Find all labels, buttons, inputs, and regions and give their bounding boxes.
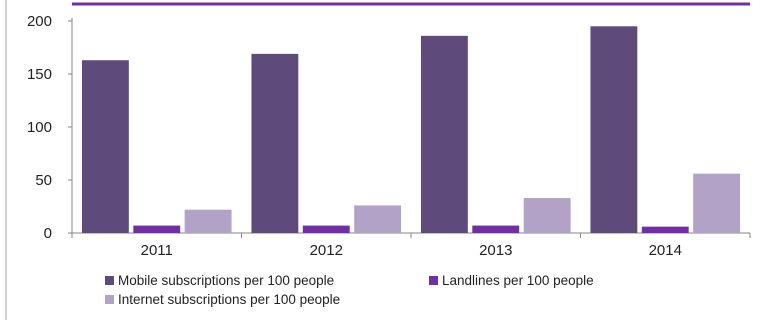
y-tick-label: 200 [27,13,52,30]
bar-mobile-2012 [251,54,298,233]
y-tick-label: 150 [27,66,52,83]
bars-group [82,26,740,233]
legend-label-internet: Internet subscriptions per 100 people [118,292,340,307]
y-tick-label: 100 [27,119,52,136]
y-axis: 0 50 100 150 200 [27,13,72,242]
bar-mobile-2013 [421,36,468,233]
legend-item-landlines: Landlines per 100 people [429,273,594,288]
legend-label-landlines: Landlines per 100 people [442,273,594,288]
bar-internet-2014 [693,174,740,233]
legend-label-mobile: Mobile subscriptions per 100 people [118,273,334,288]
bar-internet-2013 [524,198,571,233]
y-tick-label: 0 [44,225,52,242]
y-tick-label: 50 [35,172,52,189]
legend-swatch-landlines [429,276,438,285]
x-tick-label: 2011 [141,242,173,259]
legend-swatch-mobile [105,276,114,285]
x-tick-label: 2012 [310,242,343,259]
bar-landlines-2011 [133,226,180,233]
legend-item-internet: Internet subscriptions per 100 people [105,292,340,307]
bar-mobile-2014 [590,26,637,233]
bar-mobile-2011 [82,60,129,233]
bar-landlines-2012 [303,226,350,233]
legend-swatch-internet [105,295,114,304]
bar-internet-2011 [185,210,232,233]
x-tick-label: 2014 [649,242,682,259]
bar-landlines-2014 [642,227,689,233]
x-tick-label: 2013 [479,242,512,259]
x-axis: 2011 2012 2013 2014 [72,233,750,259]
bar-internet-2012 [354,205,401,233]
legend-item-mobile: Mobile subscriptions per 100 people [105,273,334,288]
bar-landlines-2013 [472,226,519,233]
